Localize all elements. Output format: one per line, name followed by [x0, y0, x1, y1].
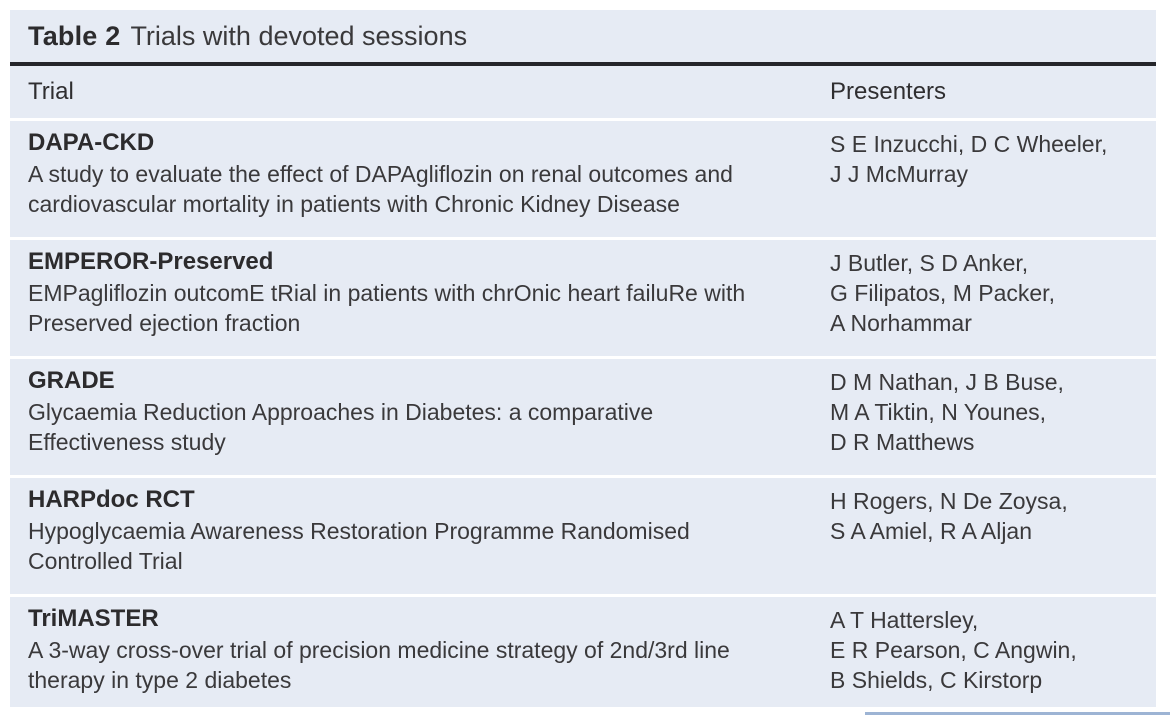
table-header-row: Trial Presenters: [10, 66, 1156, 118]
table-panel: Table 2 Trials with devoted sessions Tri…: [10, 10, 1156, 707]
partial-bottom-rule: [865, 712, 1170, 715]
column-header-presenters: Presenters: [830, 78, 947, 105]
trial-presenters: J Butler, S D Anker, G Filipatos, M Pack…: [830, 250, 1055, 336]
trial-description: EMPagliflozin outcomE tRial in patients …: [28, 280, 746, 336]
table-row: HARPdoc RCT Hypoglycaemia Awareness Rest…: [10, 475, 1156, 594]
table-title-text: Trials with devoted sessions: [130, 20, 468, 51]
trial-cell: DAPA-CKD A study to evaluate the effect …: [28, 128, 830, 237]
table-row: EMPEROR-Preserved EMPagliflozin outcomE …: [10, 237, 1156, 356]
trial-name: EMPEROR-Preserved: [28, 248, 274, 275]
trial-name: GRADE: [28, 367, 115, 394]
trial-presenters: A T Hattersley, E R Pearson, C Angwin, B…: [830, 607, 1077, 693]
trial-cell: HARPdoc RCT Hypoglycaemia Awareness Rest…: [28, 485, 830, 594]
table-title-label: Table 2: [28, 20, 121, 51]
trial-name: HARPdoc RCT: [28, 486, 195, 513]
table-row: DAPA-CKD A study to evaluate the effect …: [10, 118, 1156, 237]
trial-cell: EMPEROR-Preserved EMPagliflozin outcomE …: [28, 247, 830, 356]
trial-cell: TriMASTER A 3-way cross-over trial of pr…: [28, 604, 830, 707]
trial-cell: GRADE Glycaemia Reduction Approaches in …: [28, 366, 830, 475]
table-row: GRADE Glycaemia Reduction Approaches in …: [10, 356, 1156, 475]
header-rule: [10, 62, 1156, 66]
trial-presenters: S E Inzucchi, D C Wheeler, J J McMurray: [830, 131, 1108, 187]
trial-description: Hypoglycaemia Awareness Restoration Prog…: [28, 518, 690, 574]
table-title: Table 2 Trials with devoted sessions: [10, 10, 1156, 62]
trial-name: DAPA-CKD: [28, 129, 155, 156]
trial-description: A study to evaluate the effect of DAPAgl…: [28, 161, 733, 217]
trial-presenters: D M Nathan, J B Buse, M A Tiktin, N Youn…: [830, 369, 1064, 455]
table-row: TriMASTER A 3-way cross-over trial of pr…: [10, 594, 1156, 707]
trial-description: A 3-way cross-over trial of precision me…: [28, 637, 730, 693]
trial-presenters: H Rogers, N De Zoysa, S A Amiel, R A Alj…: [830, 488, 1068, 544]
trial-name: TriMASTER: [28, 605, 159, 632]
column-header-trial: Trial: [28, 78, 74, 105]
trial-description: Glycaemia Reduction Approaches in Diabet…: [28, 399, 654, 455]
